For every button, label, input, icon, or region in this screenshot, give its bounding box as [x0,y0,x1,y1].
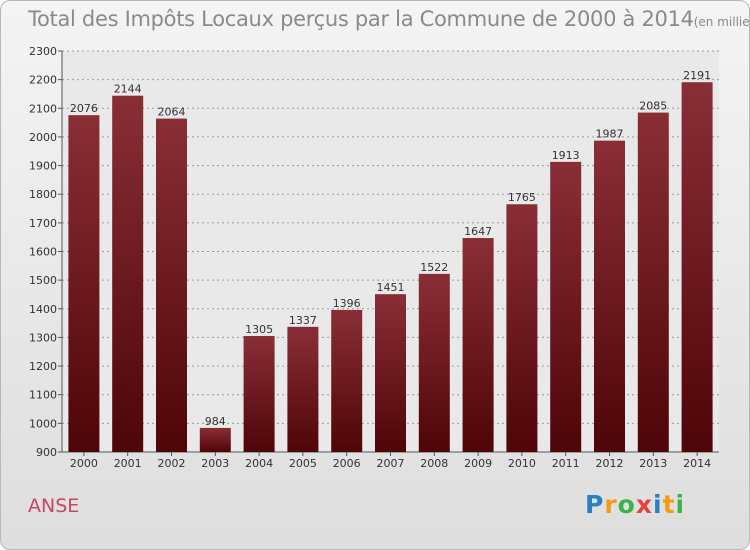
y-tick-label: 2100 [29,102,57,115]
x-tick-label-2014: 2014 [683,457,711,470]
logo-letter: i [653,490,663,519]
value-label-2012: 1987 [596,128,624,141]
x-tick-label-2013: 2013 [639,457,667,470]
bar-2001 [112,95,144,452]
bar-2010 [506,204,538,452]
bar-2004 [243,335,275,452]
y-tick-label: 1600 [29,246,57,259]
x-tick-label-2010: 2010 [508,457,536,470]
x-tick-label-2002: 2002 [158,457,186,470]
logo-letter: x [635,490,653,519]
value-label-2002: 2064 [158,106,186,119]
y-tick-label: 2200 [29,74,57,87]
y-tick-label: 1000 [29,417,57,430]
chart-title-text: Total des Impôts Locaux perçus par la Co… [28,7,694,31]
x-tick-label-2004: 2004 [245,457,273,470]
y-tick-label: 1500 [29,274,57,287]
y-tick-label: 1300 [29,331,57,344]
x-tick-label-2011: 2011 [552,457,580,470]
value-label-2000: 2076 [70,102,98,115]
chart-title: Total des Impôts Locaux perçus par la Co… [28,7,750,31]
bar-2013 [637,112,669,452]
x-tick-label-2003: 2003 [201,457,229,470]
bar-2012 [594,140,625,452]
logo-letter: P [585,490,605,519]
value-label-2006: 1396 [333,297,361,310]
bar-2006 [331,309,363,452]
x-tick-label-2008: 2008 [420,457,448,470]
value-label-2003: 984 [205,415,226,428]
value-label-2001: 2144 [114,83,142,96]
value-label-2005: 1337 [289,314,317,327]
value-label-2007: 1451 [377,281,405,294]
value-label-2004: 1305 [245,323,273,336]
bar-2011 [550,161,582,453]
y-tick-label: 1900 [29,160,57,173]
y-tick-label: 1400 [29,303,57,316]
y-tick-label: 1200 [29,360,57,373]
logo-letter: i [675,490,686,519]
y-tick-label: 2000 [29,131,57,144]
bar-2007 [375,294,406,452]
y-tick-label: 2300 [29,45,57,58]
bar-2008 [418,273,450,452]
x-tick-label-2012: 2012 [596,457,624,470]
bar-2005 [287,326,319,452]
value-label-2008: 1522 [420,261,448,274]
bar-2009 [462,238,494,452]
logo-letter: r [604,490,618,519]
y-tick-label: 1700 [29,217,57,230]
value-label-2011: 1913 [552,149,580,162]
proxiti-logo: Proxiti [585,490,685,519]
x-tick-label-2006: 2006 [333,457,361,470]
y-tick-label: 900 [36,446,57,459]
x-tick-label-2005: 2005 [289,457,317,470]
bar-2000 [68,115,100,452]
bar-2014 [681,82,713,453]
unit-note: (en milliers d'€) [693,15,750,29]
value-label-2010: 1765 [508,191,536,204]
y-tick-label: 1100 [29,389,57,402]
value-label-2013: 2085 [639,100,667,113]
logo-letter: t [662,490,676,519]
x-tick-label-2000: 2000 [70,457,98,470]
bar-2003 [199,427,231,452]
value-label-2014: 2191 [683,69,711,82]
bar-2002 [156,118,187,453]
x-tick-label-2007: 2007 [377,457,405,470]
value-label-2009: 1647 [464,225,492,238]
x-tick-label-2001: 2001 [114,457,142,470]
commune-name: ANSE [28,495,80,517]
y-tick-label: 1800 [29,188,57,201]
x-tick-label-2009: 2009 [464,457,492,470]
logo-letter: o [617,490,636,519]
